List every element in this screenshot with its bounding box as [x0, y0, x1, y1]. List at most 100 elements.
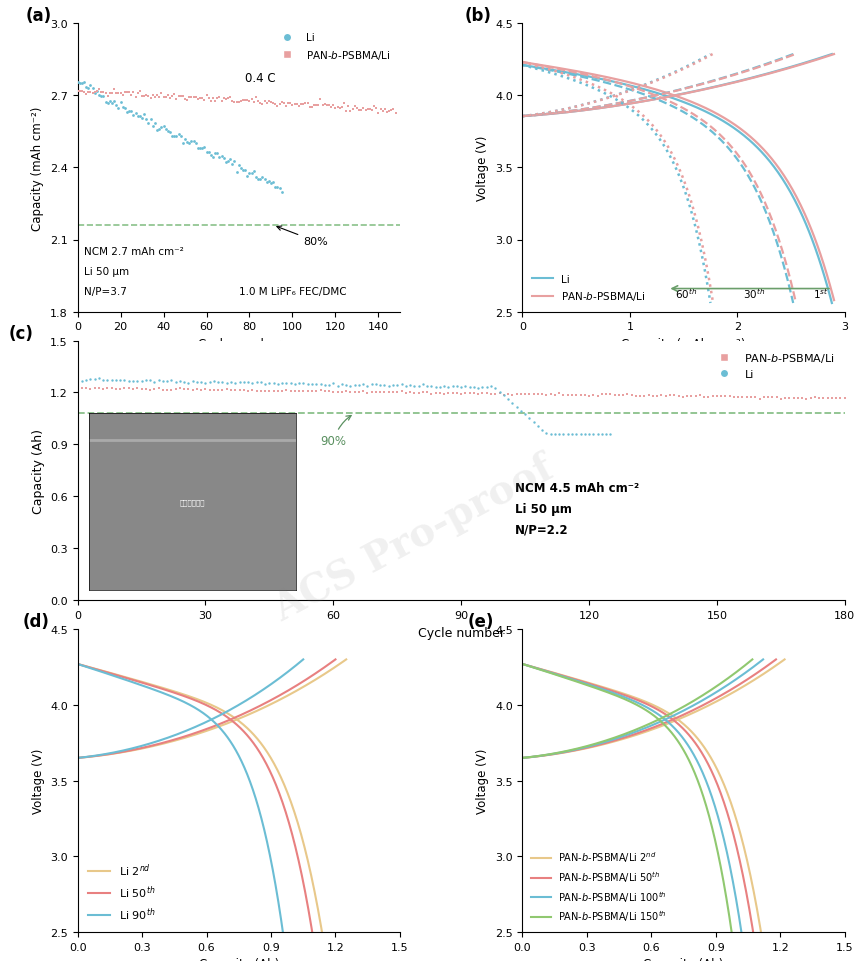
Point — [684, 389, 697, 405]
Point — [120, 106, 133, 121]
Point — [611, 387, 625, 403]
Point — [92, 371, 106, 386]
Point — [147, 375, 161, 390]
Point — [180, 135, 194, 150]
Point — [191, 92, 205, 108]
Point — [701, 389, 715, 405]
Point — [513, 404, 527, 419]
Point — [305, 383, 319, 399]
Point — [176, 89, 189, 105]
Point — [552, 427, 566, 442]
Point — [281, 97, 294, 112]
Point — [388, 106, 402, 121]
Point — [227, 95, 241, 111]
Point — [300, 96, 314, 111]
Point — [488, 381, 502, 396]
Point — [365, 104, 379, 119]
Point — [386, 103, 400, 118]
Point — [790, 390, 804, 406]
Point — [259, 96, 273, 111]
Point — [837, 391, 851, 407]
Point — [403, 378, 417, 393]
Point — [752, 391, 765, 407]
Point — [176, 136, 189, 151]
Point — [96, 373, 110, 388]
Point — [210, 146, 224, 161]
Point — [539, 427, 553, 442]
Point — [201, 91, 215, 107]
Point — [386, 384, 400, 400]
Point — [270, 383, 284, 399]
Point — [182, 376, 195, 391]
Point — [276, 96, 290, 111]
Point — [799, 391, 813, 407]
Point — [108, 374, 123, 389]
Point — [200, 88, 214, 104]
Text: ACS Pro-proof: ACS Pro-proof — [267, 449, 560, 628]
Point — [115, 88, 129, 104]
Point — [137, 107, 151, 122]
Point — [275, 95, 288, 111]
Point — [458, 380, 472, 395]
Point — [279, 376, 293, 391]
Point — [213, 90, 226, 106]
Point — [377, 384, 391, 400]
Point — [407, 379, 421, 394]
Text: 60$^{th}$: 60$^{th}$ — [674, 286, 697, 301]
Point — [105, 86, 119, 101]
Point — [167, 87, 181, 103]
Point — [517, 407, 531, 423]
Point — [552, 386, 566, 402]
Point — [734, 390, 748, 406]
Point — [227, 154, 241, 169]
Point — [285, 99, 299, 114]
Point — [189, 90, 202, 106]
Point — [509, 400, 523, 415]
Point — [374, 103, 387, 118]
Point — [275, 383, 288, 399]
Point — [88, 382, 102, 397]
Point — [394, 384, 408, 400]
Point — [275, 185, 288, 200]
Point — [250, 375, 263, 390]
Point — [526, 387, 540, 403]
Point — [122, 86, 136, 101]
Point — [115, 100, 129, 115]
Point — [292, 376, 306, 391]
Point — [548, 387, 561, 403]
Point — [186, 382, 200, 398]
Point — [709, 389, 723, 405]
Point — [250, 383, 263, 399]
Point — [296, 377, 310, 392]
Point — [236, 93, 250, 109]
Point — [399, 386, 412, 402]
Point — [335, 384, 349, 400]
Point — [568, 388, 582, 404]
Point — [556, 427, 570, 442]
Point — [258, 377, 272, 392]
Point — [311, 98, 325, 113]
Point — [221, 91, 235, 107]
Point — [730, 390, 744, 406]
Point — [339, 383, 353, 399]
Point — [152, 373, 165, 388]
Point — [283, 377, 297, 392]
Point — [328, 101, 342, 116]
Point — [75, 76, 89, 91]
Point — [458, 385, 472, 401]
Point — [526, 415, 540, 431]
Point — [238, 93, 251, 109]
Point — [197, 140, 211, 156]
Point — [407, 386, 421, 402]
Legend: Li, PAN-$b$-PSBMA/Li: Li, PAN-$b$-PSBMA/Li — [272, 29, 394, 65]
Point — [133, 84, 146, 99]
Point — [373, 378, 387, 393]
Point — [288, 97, 301, 112]
Point — [522, 411, 536, 427]
Point — [214, 149, 228, 164]
Point — [268, 97, 282, 112]
Point — [807, 390, 821, 406]
Point — [315, 98, 329, 113]
Point — [522, 387, 536, 403]
Point — [345, 102, 359, 117]
